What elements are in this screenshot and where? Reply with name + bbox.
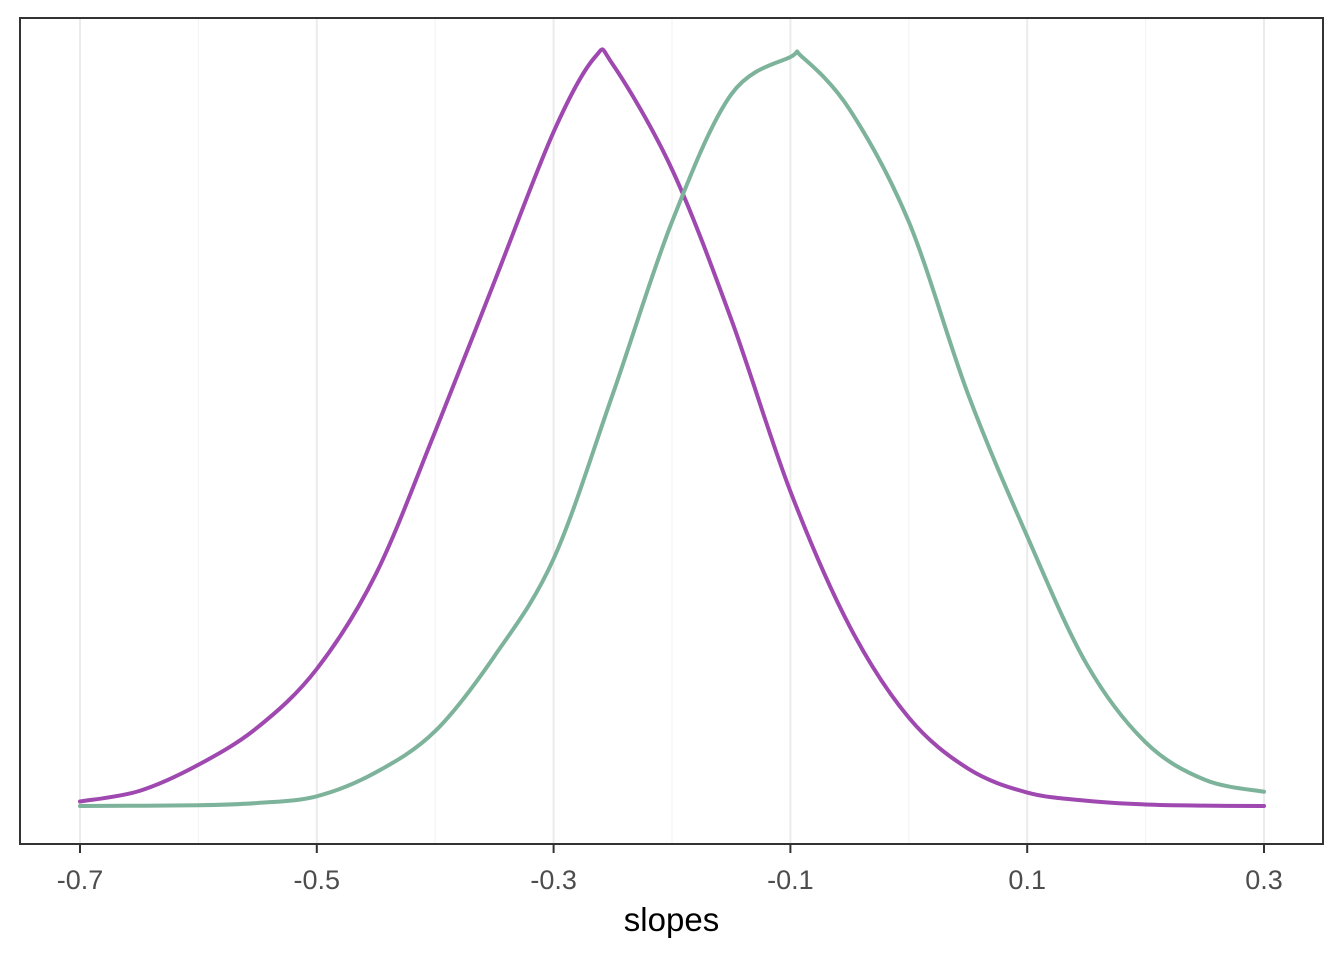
x-axis-tick-labels: -0.7 -0.5 -0.3 -0.1 0.1 0.3	[57, 865, 1283, 895]
x-tick-label: -0.7	[57, 865, 104, 895]
series-layer	[78, 47, 1266, 808]
density-line-1	[78, 47, 1266, 808]
density-line-2	[78, 49, 1266, 808]
x-tick-label: 0.1	[1008, 865, 1046, 895]
x-tick-label: -0.1	[767, 865, 814, 895]
x-tick-label: -0.5	[294, 865, 341, 895]
x-axis-title: slopes	[624, 901, 719, 938]
x-axis-ticks	[79, 844, 1265, 853]
x-tick-label: 0.3	[1245, 865, 1283, 895]
x-tick-label: -0.3	[530, 865, 577, 895]
panel-border	[19, 17, 1324, 845]
gridlines	[79, 18, 1265, 844]
